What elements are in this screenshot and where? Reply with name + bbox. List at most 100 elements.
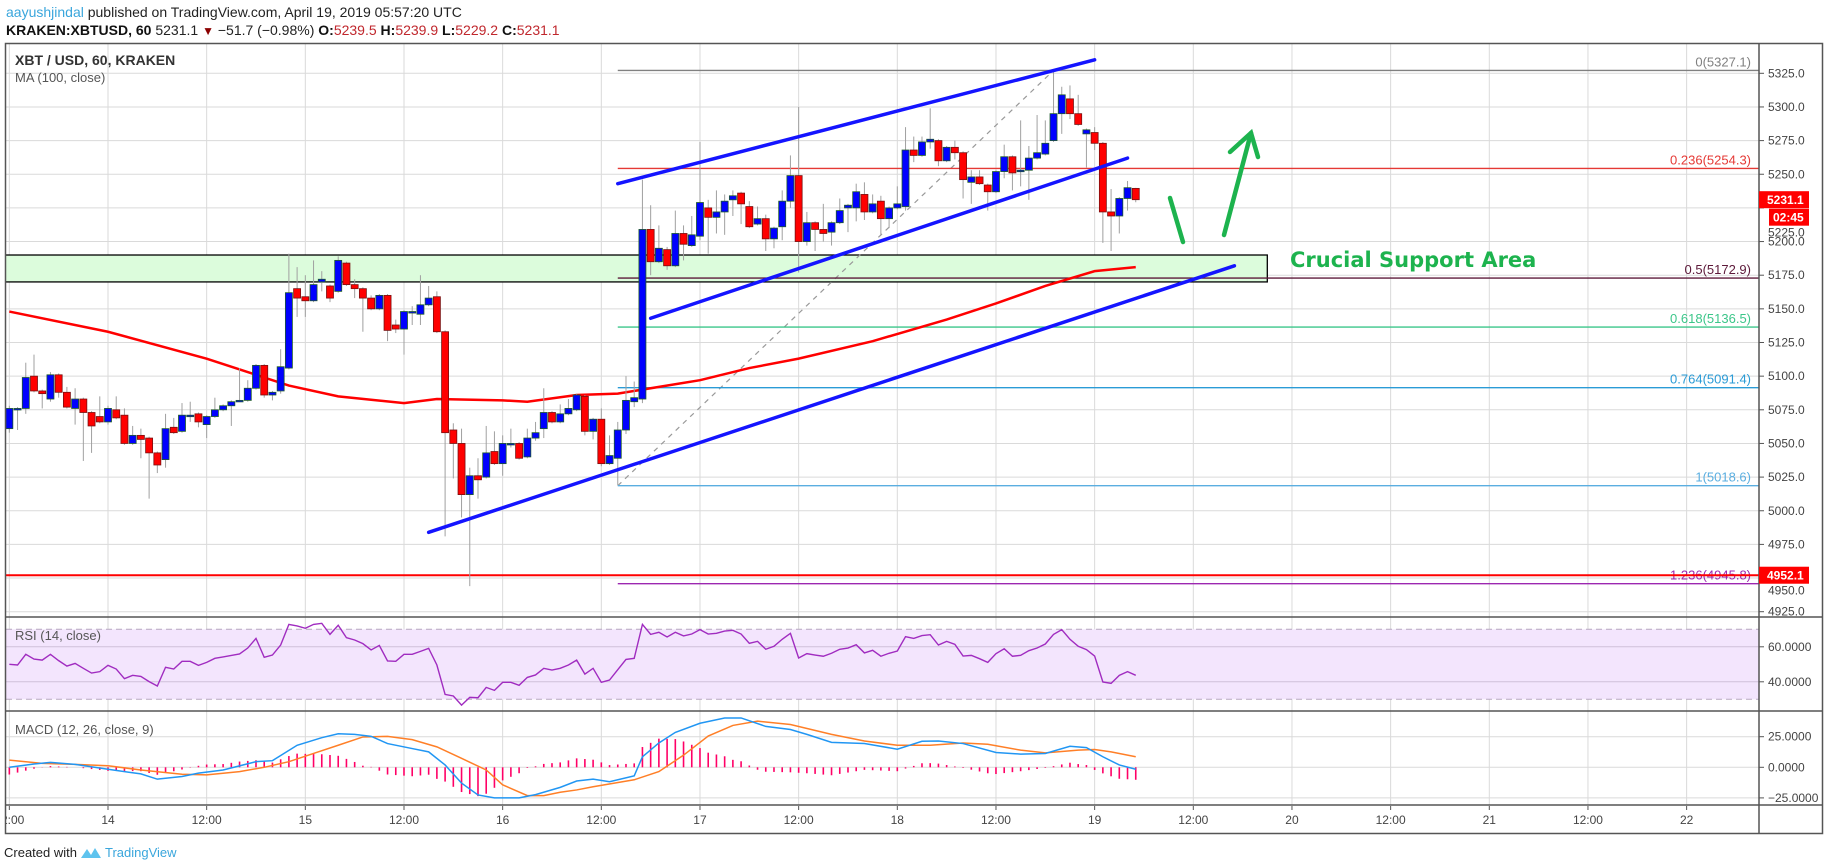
candle-up[interactable] [786,155,795,208]
candle-up[interactable] [827,221,836,246]
candle-down[interactable] [301,275,310,317]
candle-down[interactable] [909,136,918,163]
candle-up[interactable] [556,404,565,424]
candle-up[interactable] [334,256,343,293]
candle-down[interactable] [432,291,441,334]
candle-up[interactable] [284,253,293,370]
candle-down[interactable] [704,199,713,254]
candle-up[interactable] [1033,115,1041,160]
candle-down[interactable] [663,246,671,270]
upper-channel[interactable] [616,58,1097,186]
candle-down[interactable] [79,397,88,461]
candle-down[interactable] [95,396,104,424]
support-trendline[interactable] [426,264,1237,535]
candle-down[interactable] [1131,187,1140,203]
candle-up[interactable] [712,190,721,234]
time-axis[interactable]: 12:00 14 12:00 15 12:00 16 12:00 17 12:00 18 12:00… [0,805,1694,827]
candle-down[interactable] [761,214,770,251]
candle-up[interactable] [252,364,260,390]
candle-up[interactable] [720,194,729,235]
candle-down[interactable] [457,428,466,518]
candle-up[interactable] [539,388,548,439]
candle-up[interactable] [638,179,647,404]
candle-up[interactable] [1000,144,1009,179]
candle-up[interactable] [71,388,80,425]
candle-down[interactable] [62,386,71,409]
candle-up[interactable] [1115,197,1124,234]
candle-down[interactable] [367,295,376,311]
candle-down[interactable] [548,411,556,424]
candle-up[interactable] [696,141,704,241]
candle-up[interactable] [219,404,228,412]
candle-up[interactable] [161,413,170,468]
candle-up[interactable] [687,215,696,247]
candle-down[interactable] [358,287,367,332]
candle-up[interactable] [1016,120,1025,187]
candle-down[interactable] [597,408,606,467]
candle-up[interactable] [104,405,112,425]
candle-up[interactable] [918,136,926,157]
candle-up[interactable] [1057,86,1066,134]
candle-down[interactable] [153,451,162,474]
candle-down[interactable] [959,151,967,199]
candle-down[interactable] [326,284,334,303]
candle-up[interactable] [572,393,581,412]
candle-up[interactable] [186,401,195,422]
candle-up[interactable] [671,210,680,268]
candle-down[interactable] [490,431,499,465]
candle-up[interactable] [1041,120,1050,156]
candle-up[interactable] [893,186,902,210]
candle-up[interactable] [276,349,285,394]
candle-up[interactable] [901,127,910,211]
candle-up[interactable] [778,190,787,241]
candle-up[interactable] [926,108,935,149]
candle-down[interactable] [860,182,869,221]
candle-down[interactable] [169,417,178,435]
candle-down[interactable] [30,354,38,393]
candle-up[interactable] [1049,70,1058,142]
candle-up[interactable] [613,421,622,486]
candle-up[interactable] [1082,128,1091,168]
candle-down[interactable] [646,205,655,276]
candle-up[interactable] [202,415,211,439]
candle-down[interactable] [145,436,154,499]
candle-down[interactable] [342,261,351,286]
candle-down[interactable] [934,139,943,167]
candle-down[interactable] [293,267,302,317]
author-link[interactable]: aayushjindal [6,4,84,20]
candle-down[interactable] [580,394,589,436]
candle-up[interactable] [564,399,573,416]
candle-down[interactable] [515,442,523,460]
candle-down[interactable] [112,396,121,420]
candle-up[interactable] [416,275,425,326]
candle-up[interactable] [128,425,137,445]
candle-up[interactable] [408,306,417,326]
candle-up[interactable] [844,203,852,233]
candle-down[interactable] [1107,189,1115,251]
candle-up[interactable] [802,211,811,246]
candle-down[interactable] [38,389,47,409]
candle-up[interactable] [992,170,1000,194]
candle-up[interactable] [482,425,491,479]
candle-up[interactable] [46,372,55,402]
candle-down[interactable] [737,191,745,225]
candle-up[interactable] [753,206,762,226]
candle-down[interactable] [1066,85,1074,120]
candle-down[interactable] [383,294,392,342]
lower-channel[interactable] [648,156,1130,321]
candle-up[interactable] [835,198,844,225]
candle-up[interactable] [770,226,778,249]
candle-up[interactable] [375,294,384,311]
candle-up[interactable] [868,194,877,214]
candle-up[interactable] [506,428,515,448]
candle-up[interactable] [13,407,22,430]
candle-down[interactable] [474,458,482,499]
candle-down[interactable] [745,201,754,229]
macd-pane[interactable] [8,717,1137,799]
candle-down[interactable] [811,221,819,251]
candle-down[interactable] [876,195,885,235]
candle-up[interactable] [317,271,326,292]
candle-down[interactable] [350,279,359,299]
candle-down[interactable] [819,203,828,242]
